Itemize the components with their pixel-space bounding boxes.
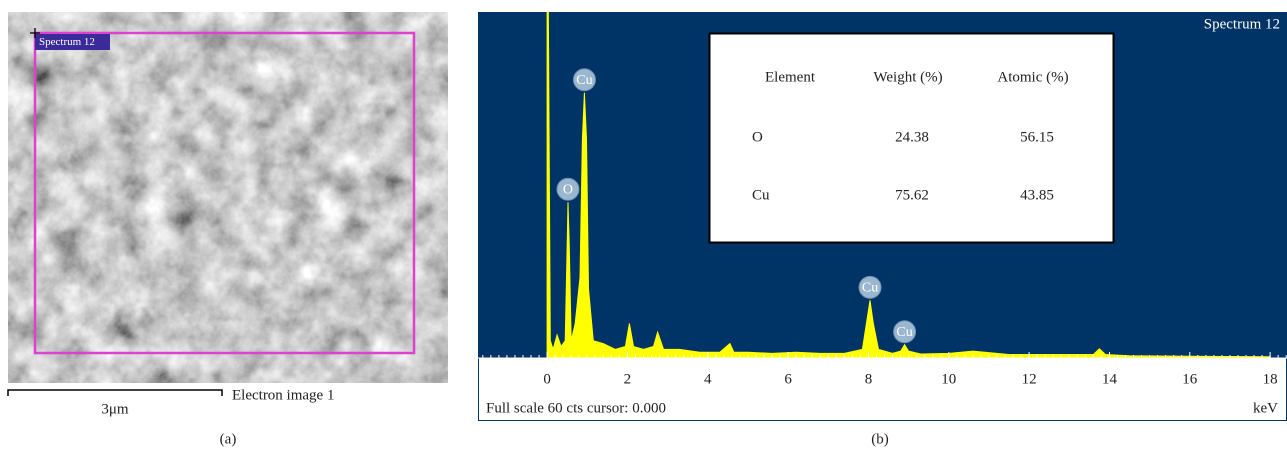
table-cell: 24.38 (895, 129, 929, 145)
peak-label: Cu (862, 281, 878, 296)
table-header: Weight (%) (873, 69, 942, 85)
x-tick-label: 8 (865, 371, 873, 387)
figure: Spectrum 12 3μm Electron image 1 (a) Spe… (0, 0, 1287, 455)
image-caption: Electron image 1 (232, 387, 334, 403)
x-tick-label: 6 (784, 371, 792, 387)
sem-image (8, 12, 448, 383)
table-cell: O (752, 129, 763, 145)
x-tick-label: 16 (1182, 371, 1198, 387)
spectrum-title: Spectrum 12 (1204, 16, 1280, 32)
x-tick-label: 2 (624, 371, 632, 387)
table-cell: Cu (752, 187, 770, 203)
footer: Full scale 60 cts cursor: 0.000 (486, 400, 666, 416)
x-tick-label: 12 (1022, 371, 1037, 387)
table-header: Element (765, 69, 816, 85)
table-cell: 56.15 (1020, 129, 1054, 145)
table-cell: 43.85 (1020, 187, 1054, 203)
peak-label: O (563, 183, 573, 198)
x-tick-label: 10 (941, 371, 956, 387)
x-tick-label: 4 (704, 371, 712, 387)
x-tick-label: 18 (1263, 371, 1278, 387)
peak-label: Cu (576, 73, 592, 88)
table-cell: 75.62 (895, 187, 929, 203)
scale-bar (8, 390, 222, 396)
scale-bar-label: 3μm (101, 401, 129, 417)
x-tick-label: 0 (543, 371, 551, 387)
peak-label: Cu (896, 325, 912, 340)
panel-label: (a) (220, 431, 237, 447)
x-axis-label: keV (1253, 400, 1278, 416)
panel-label: (b) (871, 431, 889, 447)
table-header: Atomic (%) (997, 69, 1068, 85)
overlay-label: Spectrum 12 (39, 36, 95, 48)
x-tick-label: 14 (1102, 371, 1118, 387)
